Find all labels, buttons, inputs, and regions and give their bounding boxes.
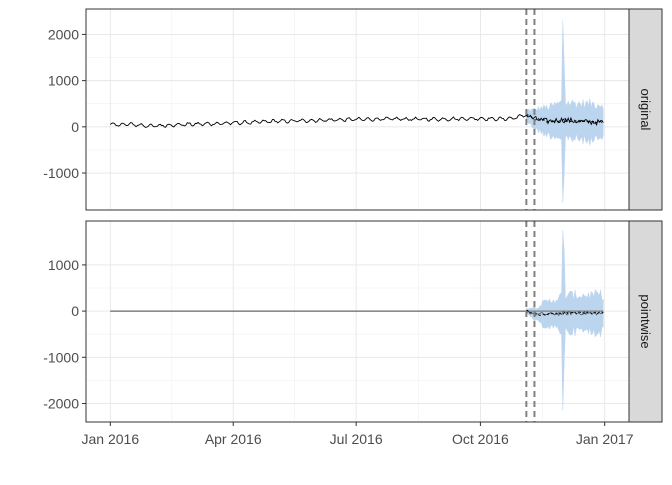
y-tick-label: 0 — [71, 303, 79, 319]
panel-background — [86, 221, 629, 422]
x-tick-label: Jan 2016 — [82, 431, 140, 447]
observed-series-line — [110, 310, 604, 317]
y-tick-label: 1000 — [48, 73, 79, 89]
x-tick-label: Jan 2017 — [576, 431, 634, 447]
panel-original: original 2000 1000 0 -1000 — [43, 8, 663, 211]
y-tick-label: -2000 — [43, 396, 79, 412]
observed-series-line — [109, 113, 604, 128]
y-tick-label: 0 — [71, 119, 79, 135]
x-tick-label: Oct 2016 — [452, 431, 509, 447]
prediction-mean-line — [526, 309, 604, 317]
y-tick-label: 2000 — [48, 26, 79, 42]
prediction-interval-band — [526, 230, 604, 411]
x-tick-label: Apr 2016 — [205, 431, 262, 447]
y-tick-label: -1000 — [43, 349, 79, 365]
y-tick-label: 1000 — [48, 257, 79, 273]
facet-strip — [628, 220, 663, 423]
prediction-mean-line — [525, 113, 604, 124]
facet-strip-label: original — [638, 89, 653, 131]
prediction-interval-band — [526, 20, 604, 204]
facet-strip-label: pointwise — [638, 294, 653, 348]
x-tick-label: Jul 2016 — [330, 431, 383, 447]
facet-strip — [628, 8, 663, 211]
panel-pointwise: pointwise 1000 0 -1000 -2000 — [43, 220, 663, 423]
y-tick-label: -1000 — [43, 165, 79, 181]
